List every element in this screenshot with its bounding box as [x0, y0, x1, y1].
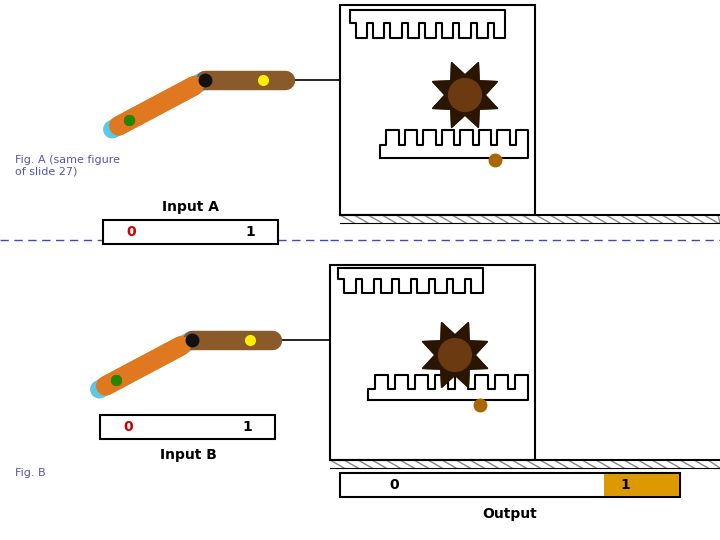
- Text: 0: 0: [126, 225, 136, 239]
- Text: Fig. B: Fig. B: [15, 468, 45, 478]
- Text: 1: 1: [242, 420, 252, 434]
- Circle shape: [438, 339, 472, 372]
- Text: 0: 0: [390, 478, 399, 492]
- Text: 0: 0: [123, 420, 132, 434]
- Text: 1: 1: [245, 225, 255, 239]
- Bar: [604, 474, 679, 496]
- Text: Input A: Input A: [161, 200, 218, 214]
- Circle shape: [449, 79, 482, 111]
- Text: 1: 1: [621, 478, 631, 492]
- Text: Fig. A (same figure
of slide 27): Fig. A (same figure of slide 27): [15, 155, 120, 177]
- Text: Output: Output: [482, 507, 537, 521]
- Bar: [330, 265, 535, 460]
- Text: Input B: Input B: [160, 448, 217, 462]
- Bar: [103, 220, 278, 244]
- Polygon shape: [423, 323, 487, 387]
- Bar: [340, 473, 680, 497]
- Bar: [100, 415, 275, 439]
- Polygon shape: [433, 63, 498, 127]
- Bar: [340, 5, 535, 215]
